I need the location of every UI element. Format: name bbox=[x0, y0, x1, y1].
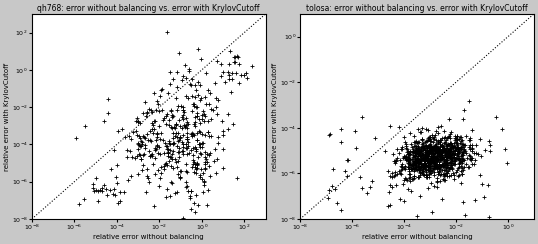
Title: tolosa: error without balancing vs. error with KrylovCutoff: tolosa: error without balancing vs. erro… bbox=[306, 4, 528, 13]
X-axis label: relative error without balancing: relative error without balancing bbox=[94, 234, 204, 240]
Y-axis label: relative error with KrylovCutoff: relative error with KrylovCutoff bbox=[272, 62, 279, 171]
Title: qh768: error without balancing vs. error with KrylovCutoff: qh768: error without balancing vs. error… bbox=[38, 4, 260, 13]
Y-axis label: relative error with KrylovCutoff: relative error with KrylovCutoff bbox=[4, 62, 10, 171]
X-axis label: relative error without balancing: relative error without balancing bbox=[362, 234, 472, 240]
